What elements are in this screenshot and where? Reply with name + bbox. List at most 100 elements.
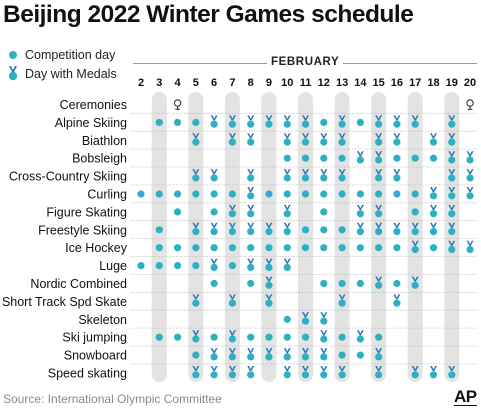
competition-dot [228, 190, 236, 198]
medal-icon [265, 222, 273, 236]
medal-icon [338, 133, 346, 146]
legend-medal: Day with Medals [8, 66, 117, 82]
competition-dot [301, 154, 310, 162]
competition-dot [356, 351, 364, 359]
medal-icon [283, 133, 291, 146]
medal-icon [320, 312, 328, 325]
competition-dot [155, 226, 163, 234]
medal-icon [283, 204, 291, 218]
medal-icon [265, 348, 273, 361]
medal-icon [265, 276, 273, 289]
competition-dot [210, 333, 218, 341]
medal-icon [301, 115, 310, 128]
medal-icon [466, 187, 474, 200]
competition-dot [411, 154, 419, 162]
medal-icon [466, 240, 474, 254]
sport-label: Ice Hockey [65, 241, 128, 255]
sport-label: Skeleton [78, 313, 127, 327]
medal-icon [320, 169, 328, 182]
medal-icon [192, 366, 200, 379]
competition-dot [137, 262, 145, 270]
day-column-shade [188, 92, 204, 382]
competition-dot [192, 351, 200, 359]
medal-icon [192, 294, 200, 307]
medal-icon [411, 276, 419, 289]
medal-icon [448, 222, 456, 236]
competition-dot [375, 244, 383, 252]
medal-icon [247, 366, 255, 379]
competition-dot [247, 279, 255, 288]
competition-dot [320, 244, 328, 252]
competition-dot [173, 244, 182, 252]
medal-icon [429, 366, 438, 379]
medal-icon [393, 294, 401, 307]
competition-dot [173, 208, 182, 216]
sport-label: Figure Skating [46, 205, 127, 219]
medal-icon [338, 115, 346, 128]
competition-dot [429, 154, 438, 162]
competition-dot [173, 333, 182, 341]
competition-dot [192, 244, 200, 252]
competition-dot [356, 244, 364, 252]
sport-label: Ceremonies [60, 98, 127, 112]
medal-icon [228, 294, 236, 307]
medal-icon [448, 151, 456, 164]
day-label: 13 [336, 77, 348, 89]
day-label: 18 [427, 77, 439, 89]
ceremony-medal-icon [466, 99, 474, 110]
medal-icon [210, 115, 218, 128]
medal-icon [411, 115, 419, 128]
sport-label: Biathlon [82, 134, 127, 148]
competition-dot [283, 333, 291, 341]
medal-icon [375, 151, 383, 164]
medal-icon [228, 348, 236, 361]
competition-dot [247, 244, 255, 252]
competition-dot [356, 190, 364, 198]
source-note: Source: International Olympic Committee [3, 392, 222, 406]
day-label: 17 [409, 77, 421, 89]
medal-icon [265, 115, 273, 128]
day-label: 5 [193, 77, 199, 89]
competition-dot [375, 190, 383, 198]
legend-medal-label: Day with Medals [25, 67, 117, 81]
competition-dot [411, 208, 419, 216]
medal-icon [393, 133, 401, 146]
competition-dot [429, 244, 438, 252]
medal-icon [192, 330, 200, 343]
day-label: 4 [174, 77, 181, 89]
legend-competition-label: Competition day [25, 48, 116, 62]
medal-icon [301, 366, 310, 379]
medal-icon [283, 258, 291, 271]
competition-dot [283, 244, 291, 252]
sport-label: Curling [87, 188, 127, 202]
medal-icon [375, 222, 383, 236]
medal-icon [320, 330, 328, 343]
competition-dot [356, 118, 364, 126]
medal-icon [301, 348, 310, 361]
medal-icon [320, 348, 328, 361]
medal-icon [466, 151, 474, 164]
medal-icon [247, 204, 255, 218]
competition-dot [155, 244, 163, 252]
medal-icon [448, 187, 456, 200]
medal-icon [228, 133, 236, 146]
medal-icon [301, 133, 310, 146]
competition-dot [356, 279, 364, 288]
medal-icon [210, 258, 218, 271]
chart-title: Beijing 2022 Winter Games schedule [3, 1, 414, 28]
competition-dot [301, 244, 310, 252]
competition-dot [320, 190, 328, 198]
medal-icon [393, 115, 401, 128]
competition-dot [320, 279, 328, 288]
competition-dot [155, 118, 163, 126]
medal-icon [356, 151, 364, 164]
competition-dot [301, 333, 310, 341]
medal-icon [228, 204, 236, 218]
medal-icon [448, 240, 456, 254]
sport-label: Cross-Country Skiing [9, 170, 127, 184]
day-column-shade [298, 92, 314, 382]
day-label: 14 [354, 77, 367, 89]
day-column-shade [371, 92, 387, 382]
medal-icon [247, 133, 255, 146]
medal-icon [210, 222, 218, 236]
